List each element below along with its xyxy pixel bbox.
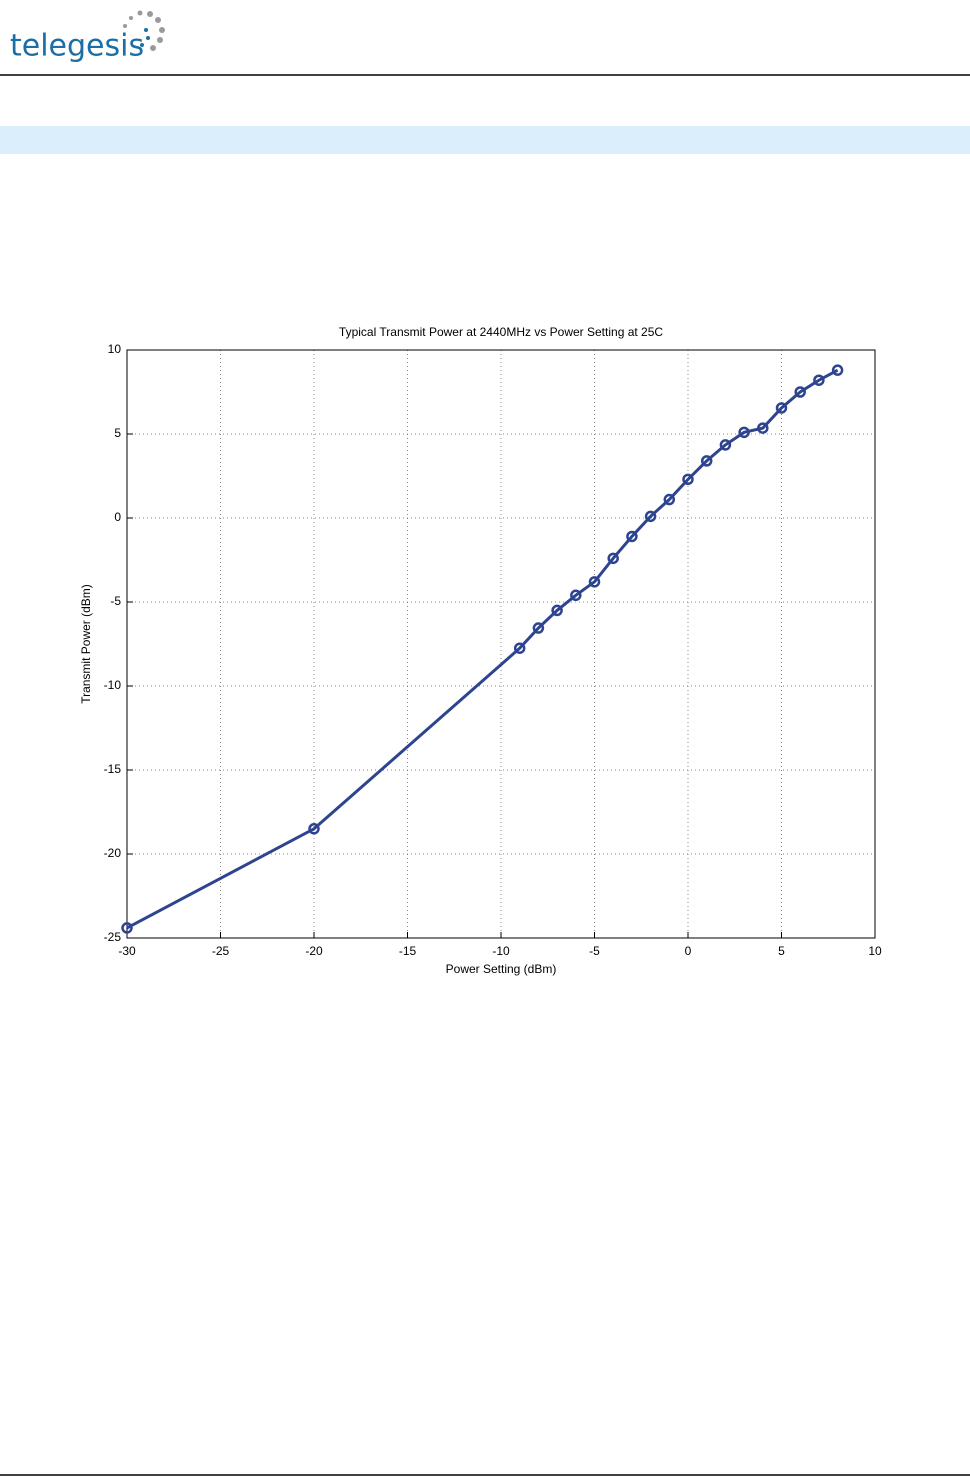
data-point <box>663 493 676 506</box>
data-point <box>831 364 844 376</box>
y-tick-label: -5 <box>110 594 121 608</box>
x-tick-label: 5 <box>778 944 785 958</box>
y-tick-label: -10 <box>104 678 122 692</box>
x-tick-label: -30 <box>118 944 136 958</box>
data-point <box>644 510 657 523</box>
y-tick-label: -20 <box>104 846 122 860</box>
x-tick-label: 0 <box>685 944 692 958</box>
y-tick-label: -25 <box>104 930 122 944</box>
y-tick-label: -15 <box>104 762 122 776</box>
data-point <box>757 422 769 434</box>
data-point <box>813 374 825 386</box>
data-point <box>532 622 545 634</box>
data-point <box>607 552 619 565</box>
section-band <box>0 126 970 154</box>
y-axis-label: Transmit Power (dBm) <box>79 584 93 704</box>
data-point <box>626 530 638 543</box>
data-point <box>588 576 601 588</box>
data-point <box>700 455 713 467</box>
chart: Typical Transmit Power at 2440MHz vs Pow… <box>79 325 882 976</box>
data-point <box>719 439 732 451</box>
data-point <box>513 642 526 654</box>
data-point <box>570 589 582 602</box>
data-point <box>775 402 788 414</box>
chart-title: Typical Transmit Power at 2440MHz vs Pow… <box>339 325 663 339</box>
logo: telegesis <box>10 29 144 64</box>
y-tick-label: 5 <box>114 426 121 440</box>
logo-dots <box>123 10 165 51</box>
y-tick-label: 0 <box>114 510 121 524</box>
data-point <box>682 473 694 486</box>
x-tick-label: 10 <box>868 944 882 958</box>
x-tick-label: -15 <box>399 944 417 958</box>
data-point <box>308 823 320 835</box>
x-tick-label: -10 <box>492 944 510 958</box>
y-tick-label: 10 <box>108 342 122 356</box>
plot-area <box>126 349 876 939</box>
data-point <box>738 426 750 439</box>
data-point <box>794 386 806 398</box>
x-tick-label: -5 <box>589 944 600 958</box>
x-tick-label: -25 <box>212 944 230 958</box>
plot-frame <box>126 349 876 939</box>
x-tick-label: -20 <box>305 944 323 958</box>
data-point <box>121 922 133 934</box>
data-point <box>551 604 563 617</box>
x-axis-label: Power Setting (dBm) <box>446 962 557 976</box>
